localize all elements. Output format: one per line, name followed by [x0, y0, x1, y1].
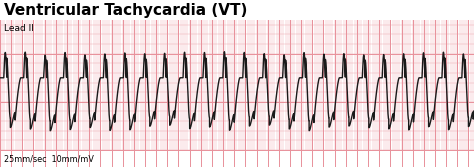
Text: Lead II: Lead II [4, 24, 34, 33]
Text: 25mm/sec  10mm/mV: 25mm/sec 10mm/mV [4, 155, 94, 164]
Text: Ventricular Tachycardia (VT): Ventricular Tachycardia (VT) [4, 4, 247, 19]
